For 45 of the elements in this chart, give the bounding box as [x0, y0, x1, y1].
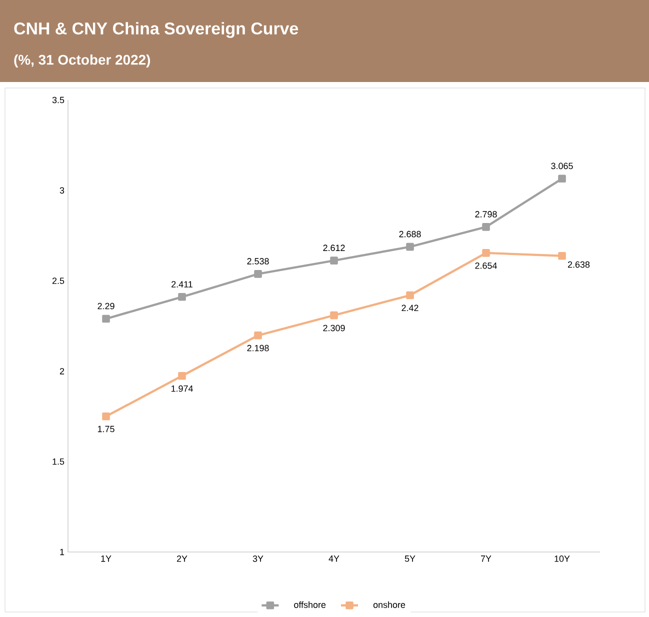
chart-subtitle: (%, 31 October 2022): [14, 54, 150, 68]
x-tick-label: 3Y: [252, 556, 264, 562]
point: [102, 412, 110, 420]
y-tick-label: 2.5: [52, 278, 64, 284]
data-label: 2.638: [568, 261, 590, 268]
x-tick-label: 5Y: [404, 556, 416, 562]
y-tick-label: 1.5: [52, 458, 64, 465]
data-label: 2.612: [323, 244, 345, 252]
x-tick-label: 10Y: [554, 556, 570, 562]
data-label: 2.654: [475, 262, 497, 269]
point: [254, 332, 262, 340]
data-label: 2.198: [247, 344, 269, 352]
point: [330, 311, 338, 320]
x-tick-label: 4Y: [328, 556, 340, 562]
y-tick-label: 3.5: [52, 96, 64, 104]
point: [558, 252, 566, 260]
y-tick-label: 3: [60, 187, 64, 194]
point: [482, 223, 490, 231]
point: [178, 372, 186, 380]
point: [406, 291, 414, 300]
legend-label: offshore: [294, 601, 326, 608]
data-label: 3.065: [551, 162, 573, 170]
data-label: 1.974: [171, 385, 193, 392]
data-label: 1.75: [98, 426, 114, 432]
legend-label: onshore: [373, 601, 406, 608]
data-label: 2.309: [323, 324, 345, 332]
y-tick-label: 2: [60, 368, 64, 374]
data-label: 2.798: [475, 211, 497, 218]
data-label: 2.42: [402, 304, 418, 312]
point: [406, 242, 414, 251]
x-tick-label: 1Y: [101, 556, 112, 562]
point: [482, 249, 490, 257]
chart-title: CNH & CNY China Sovereign Curve: [14, 22, 298, 38]
x-tick-label: 7Y: [480, 556, 492, 562]
y-tick-label: 1: [60, 548, 64, 556]
data-label: 2.688: [399, 230, 421, 238]
data-label: 2.411: [172, 281, 192, 288]
point: [178, 292, 186, 301]
x-tick-label: 2Y: [176, 556, 188, 562]
point: [254, 270, 262, 278]
data-label: 2.538: [247, 258, 269, 264]
point: [102, 314, 110, 323]
data-label: 2.29: [98, 302, 114, 310]
point: [330, 256, 338, 264]
point: [558, 174, 566, 183]
